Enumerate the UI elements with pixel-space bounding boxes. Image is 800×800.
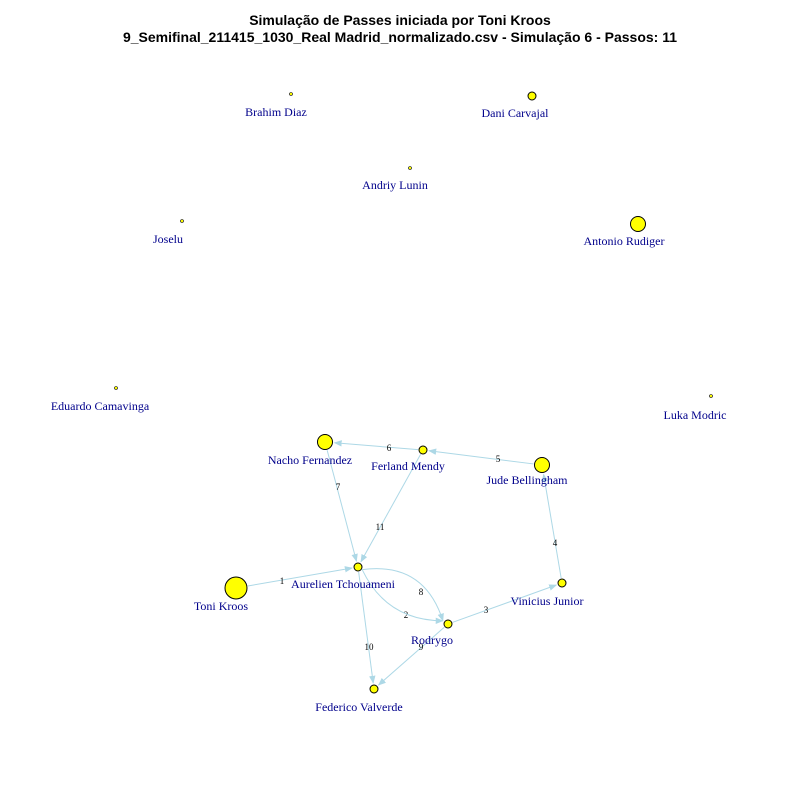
player-name-label: Luka Modric [664, 408, 727, 422]
player-node-camavinga: Eduardo Camavinga [51, 386, 150, 413]
player-node-circle [180, 219, 184, 223]
player-name-label: Federico Valverde [315, 700, 402, 714]
player-node-vinicius: Vinicius Junior [511, 578, 584, 608]
title-block: Simulação de Passes iniciada por Toni Kr… [0, 12, 800, 46]
player-name-label: Antonio Rudiger [584, 234, 665, 248]
pass-step-label: 3 [484, 605, 489, 615]
player-node-circle [527, 91, 537, 101]
player-node-brahim: Brahim Diaz [245, 92, 307, 119]
player-name-label: Ferland Mendy [371, 459, 445, 473]
player-node-circle [317, 434, 333, 450]
pass-step-label: 7 [336, 482, 341, 492]
player-node-circle [369, 684, 379, 694]
pass-step-label: 4 [553, 538, 558, 548]
player-node-carvajal: Dani Carvajal [482, 91, 550, 120]
player-name-label: Vinicius Junior [511, 594, 584, 608]
player-node-nacho: Nacho Fernandez [268, 434, 352, 467]
player-node-rudiger: Antonio Rudiger [584, 216, 665, 248]
player-name-label: Nacho Fernandez [268, 453, 352, 467]
player-node-circle [534, 457, 550, 473]
pass-step-label: 5 [496, 454, 501, 464]
pass-edge-7 [326, 450, 358, 562]
player-node-joselu: Joselu [153, 219, 184, 246]
pass-step-label: 10 [365, 642, 375, 652]
pass-step-label: 2 [404, 610, 409, 620]
pass-step-label: 8 [419, 587, 424, 597]
player-name-label: Rodrygo [411, 633, 453, 647]
pass-edge-2 [362, 568, 444, 622]
player-node-circle [114, 386, 118, 390]
pass-step-label: 11 [376, 522, 385, 532]
player-node-lunin: Andriy Lunin [362, 166, 428, 192]
page-subtitle: 9_Semifinal_211415_1030_Real Madrid_norm… [122, 29, 678, 45]
pass-edge-1 [247, 566, 353, 587]
pass-edge-11 [360, 454, 422, 563]
player-name-label: Toni Kroos [194, 599, 248, 613]
pass-edge-9 [377, 626, 445, 686]
pass-edge-10 [358, 571, 376, 684]
player-node-circle [443, 619, 453, 629]
pass-step-label: 6 [387, 443, 392, 453]
edges-layer: 1 2 3 4 5 6 7 8 9 10 11 [247, 440, 562, 686]
pass-edge-5 [428, 448, 534, 465]
player-node-valverde: Federico Valverde [315, 684, 403, 714]
pass-edge-3 [452, 584, 558, 623]
pass-edge-4 [541, 473, 562, 579]
player-node-bellingham: Jude Bellingham [487, 457, 569, 487]
player-node-rodrygo: Rodrygo [411, 619, 453, 647]
nodes-layer: Brahim Diaz Dani Carvajal Andriy Lunin Jose… [51, 91, 727, 714]
player-node-circle [408, 166, 412, 170]
player-name-label: Brahim Diaz [245, 105, 307, 119]
pass-edge-8 [361, 569, 444, 624]
pass-step-label: 1 [280, 576, 285, 586]
player-node-circle [557, 578, 567, 588]
player-node-circle [709, 394, 713, 398]
player-name-label: Aurelien Tchouameni [291, 577, 396, 591]
player-node-circle [224, 576, 248, 600]
player-node-tchouameni: Aurelien Tchouameni [291, 562, 396, 591]
player-node-modric: Luka Modric [664, 394, 727, 422]
player-node-circle [418, 445, 428, 455]
player-node-circle [353, 562, 363, 572]
pass-edge-6 [333, 440, 419, 451]
player-name-label: Dani Carvajal [482, 106, 550, 120]
pass-step-label: 9 [419, 642, 424, 652]
player-name-label: Eduardo Camavinga [51, 399, 150, 413]
player-name-label: Joselu [153, 232, 183, 246]
player-name-label: Jude Bellingham [487, 473, 569, 487]
player-node-kroos: Toni Kroos [194, 576, 248, 613]
player-node-mendy: Ferland Mendy [371, 445, 445, 473]
player-node-circle [630, 216, 646, 232]
player-node-circle [289, 92, 293, 96]
player-name-label: Andriy Lunin [362, 178, 428, 192]
page-title: Simulação de Passes iniciada por Toni Kr… [249, 12, 551, 28]
